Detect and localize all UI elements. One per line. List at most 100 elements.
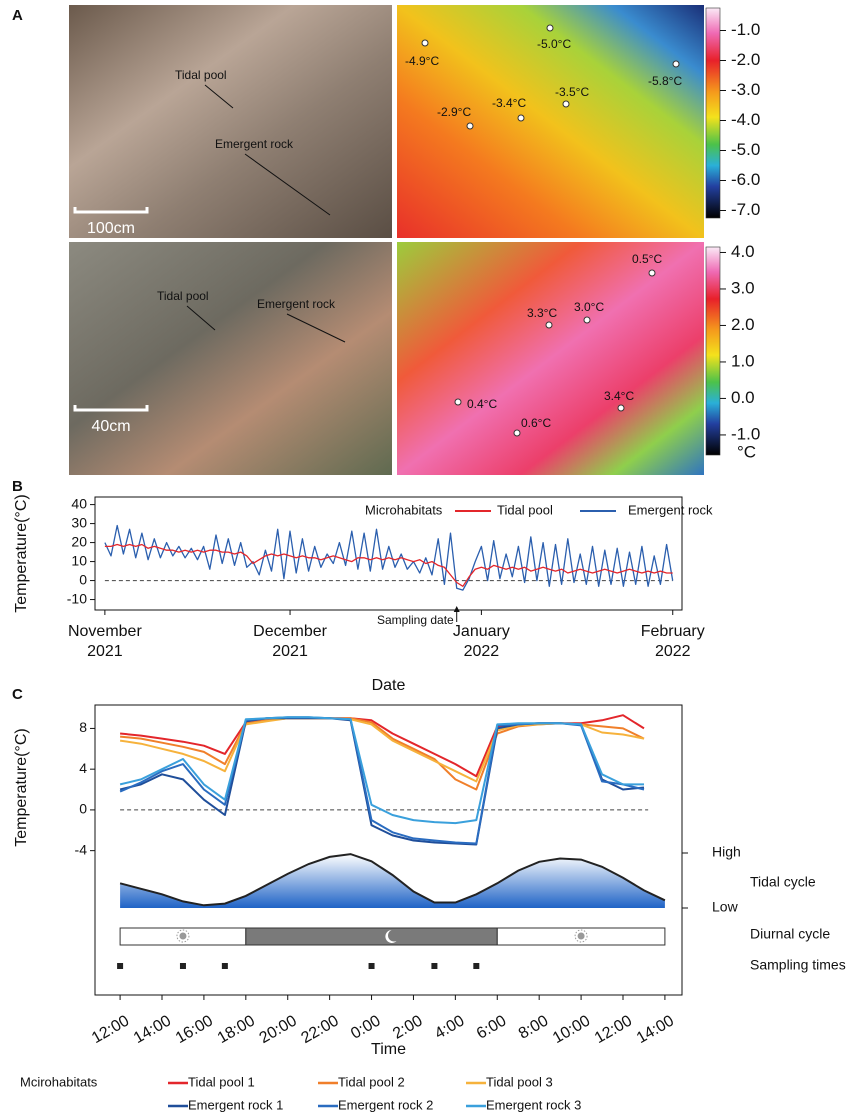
x-tick-label: 18:00 <box>215 1012 258 1047</box>
y-tick-label: -10 <box>67 590 87 606</box>
colorbar-tick-label: -4.0 <box>731 110 760 129</box>
annotation-arrowhead <box>454 606 460 612</box>
y-tick-label: 40 <box>71 495 87 511</box>
colorbar-tick-label: -3.0 <box>731 80 760 99</box>
measure-point <box>455 399 461 405</box>
photo-label: Tidal pool <box>157 289 209 303</box>
photo-label: Tidal pool <box>175 68 227 82</box>
scale-label: 40cm <box>91 418 130 435</box>
colorbar-tick-label: -1.0 <box>731 20 760 39</box>
colorbar <box>706 8 720 218</box>
colorbar-tick-label: -2.0 <box>731 50 760 69</box>
y-axis-label: Temperature(°C) <box>13 728 30 846</box>
x-tick-label: 14:00 <box>634 1012 677 1047</box>
x-tick-label: 0:00 <box>348 1012 384 1042</box>
temperature-label: -3.5°C <box>555 85 589 99</box>
tide-tick-label: High <box>712 844 741 860</box>
x-tick-label: 12:00 <box>89 1012 132 1047</box>
x-tick-label: 4:00 <box>432 1012 468 1042</box>
legend-label: Tidal pool <box>497 502 553 517</box>
legend-title: Microhabitats <box>365 502 443 517</box>
temperature-label: -4.9°C <box>405 54 439 68</box>
legend-label: Tidal pool 3 <box>486 1074 553 1089</box>
x-tick-label: 10:00 <box>550 1012 593 1047</box>
sun-icon <box>578 933 585 940</box>
measure-point <box>563 101 569 107</box>
colorbar-tick-label: 0.0 <box>731 388 755 407</box>
x-tick-label: 22:00 <box>299 1012 342 1047</box>
y-tick-label: -4 <box>75 841 88 857</box>
legend-label: Emergent rock <box>628 502 713 517</box>
measure-point <box>618 405 624 411</box>
diurnal-label: Diurnal cycle <box>750 926 830 942</box>
temperature-label: 0.4°C <box>467 397 497 411</box>
figure: A Tidal pool Emergent rock 100cm Tidal pool E… <box>0 0 862 1117</box>
x-axis-label: Time <box>371 1041 406 1058</box>
temperature-label: -3.4°C <box>492 96 526 110</box>
temperature-label: 0.6°C <box>521 416 551 430</box>
photo-label: Emergent rock <box>215 137 294 151</box>
legend-label: Emergent rock 2 <box>338 1097 433 1112</box>
plot-frame <box>95 705 682 995</box>
colorbar-tick-label: 2.0 <box>731 315 755 334</box>
colorbar-tick-label: -1.0 <box>731 424 760 443</box>
legend-title: Mcirohabitats <box>20 1074 98 1089</box>
measure-point <box>518 115 524 121</box>
measure-point <box>546 322 552 328</box>
x-tick-label: 8:00 <box>516 1012 552 1042</box>
diurnal-segment <box>246 928 497 945</box>
y-tick-label: 4 <box>79 760 87 776</box>
colorbar <box>706 247 720 455</box>
measure-point <box>673 61 679 67</box>
tide-area <box>120 854 665 908</box>
measure-point <box>514 430 520 436</box>
y-tick-label: 0 <box>79 801 87 817</box>
panel-label: A <box>12 7 23 24</box>
y-tick-label: 30 <box>71 514 87 530</box>
measure-point <box>467 123 473 129</box>
temperature-label: 3.4°C <box>604 389 634 403</box>
temperature-label: 3.0°C <box>574 300 604 314</box>
annotation: Sampling date <box>377 613 454 627</box>
sun-icon <box>179 933 186 940</box>
x-tick-label: 16:00 <box>173 1012 216 1047</box>
x-tick-label: 6:00 <box>474 1012 510 1042</box>
x-tick-label: 2:00 <box>390 1012 426 1042</box>
tide-label: Tidal cycle <box>750 874 816 890</box>
legend-label: Emergent rock 1 <box>188 1097 283 1112</box>
temperature-label: -5.0°C <box>537 37 571 51</box>
measure-point <box>422 40 428 46</box>
panel-label: B <box>12 478 23 495</box>
colorbar-tick-label: 3.0 <box>731 278 755 297</box>
scale-label: 100cm <box>87 220 135 237</box>
sampling-time <box>473 963 479 969</box>
temperature-label: -5.8°C <box>648 74 682 88</box>
colorbar-tick-label: -5.0 <box>731 140 760 159</box>
sampling-time <box>431 963 437 969</box>
tide-tick-label: Low <box>712 899 739 915</box>
colorbar-unit: °C <box>737 442 756 461</box>
y-axis-label: Temperature(°C) <box>13 494 30 612</box>
x-tick-label: 14:00 <box>131 1012 174 1047</box>
sampling-time <box>369 963 375 969</box>
legend-label: Tidal pool 2 <box>338 1074 405 1089</box>
sampling-label: Sampling times <box>750 957 846 973</box>
series-line <box>120 717 644 843</box>
x-tick-label: 12:00 <box>592 1012 635 1047</box>
thermal-image <box>397 242 704 475</box>
photo <box>69 5 392 238</box>
colorbar-tick-label: -6.0 <box>731 170 760 189</box>
legend-label: Emergent rock 3 <box>486 1097 581 1112</box>
measure-point <box>547 25 553 31</box>
y-tick-label: 8 <box>79 719 87 735</box>
y-tick-label: 0 <box>79 571 87 587</box>
sampling-time <box>117 963 123 969</box>
x-tick-label: January2022 <box>453 623 510 660</box>
photo <box>69 242 392 475</box>
photo-label: Emergent rock <box>257 297 336 311</box>
sampling-time <box>222 963 228 969</box>
x-tick-label: 20:00 <box>257 1012 300 1047</box>
y-tick-label: 20 <box>71 533 87 549</box>
